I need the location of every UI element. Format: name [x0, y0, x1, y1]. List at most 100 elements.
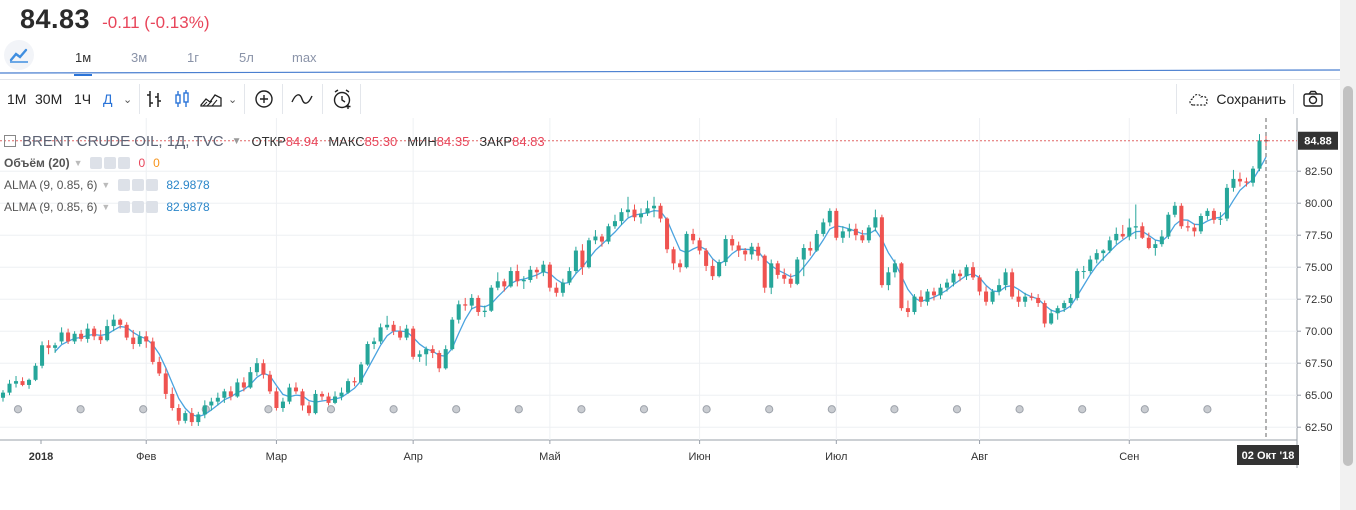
range-tab-1y[interactable]: 1г — [187, 50, 199, 65]
visibility-eye-icon[interactable] — [90, 157, 103, 169]
candle-body — [489, 287, 494, 311]
legend-close-value: 84.83 — [512, 133, 545, 149]
event-marker — [452, 405, 461, 414]
candle-body — [137, 336, 142, 344]
toolbar-divider — [139, 84, 140, 114]
candle-body — [619, 212, 624, 222]
legend-volume-value-2: 0 — [153, 156, 160, 170]
interval-30m[interactable]: 30M — [35, 91, 63, 107]
candle-body — [769, 263, 774, 288]
x-tick-label: Июн — [688, 451, 710, 463]
range-tab-1m[interactable]: 1м — [75, 50, 92, 65]
candle-body — [183, 413, 188, 421]
tradingview-logo-icon[interactable] — [4, 40, 34, 70]
legend-alma-label[interactable]: ALMA (9, 0.85, 6) — [4, 200, 98, 214]
candle-body — [235, 382, 240, 397]
settings-gear-icon[interactable] — [132, 201, 145, 213]
snapshot-camera-icon[interactable] — [1296, 80, 1330, 118]
candle-body — [72, 333, 77, 342]
interval-1m[interactable]: 1M — [7, 91, 27, 107]
candle-body — [339, 392, 344, 397]
legend-collapse-icon[interactable] — [4, 135, 16, 147]
candle-body — [417, 354, 422, 357]
scrollbar-thumb[interactable] — [1343, 86, 1353, 466]
candle-body — [632, 209, 637, 218]
range-tab-3m[interactable]: 3м — [131, 50, 148, 65]
x-tick-label: Авг — [971, 451, 988, 463]
interval-1d[interactable]: Д — [103, 91, 113, 107]
visibility-eye-icon[interactable] — [118, 179, 131, 191]
candle-body — [658, 205, 663, 219]
legend-dropdown-icon[interactable]: ▼ — [73, 158, 83, 168]
legend-dropdown-icon[interactable]: ▼ — [101, 202, 111, 212]
legend-high-label: МАКС — [328, 133, 365, 149]
candle-body — [515, 271, 520, 282]
bar-chart-type-icon[interactable] — [145, 80, 163, 118]
candle-body — [873, 217, 878, 228]
candle-body — [92, 328, 97, 337]
save-button[interactable]: Сохранить — [1187, 80, 1286, 118]
page-scrollbar[interactable] — [1340, 0, 1356, 510]
alert-clock-icon[interactable] — [331, 80, 353, 118]
x-tick-label: Фев — [136, 451, 156, 463]
candle-body — [1029, 296, 1034, 298]
candle-body — [508, 271, 513, 287]
candle-body — [144, 336, 149, 342]
legend-dropdown-icon[interactable]: ▼ — [231, 135, 242, 147]
x-tick-label: 2018 — [29, 451, 53, 463]
y-tick-label: 77.50 — [1305, 230, 1333, 242]
area-chart-type-icon[interactable] — [200, 80, 222, 118]
legend-low: МИН84.35 — [407, 134, 469, 149]
legend-close-label: ЗАКР — [479, 133, 513, 149]
chart-type-chevron-icon[interactable]: ⌄ — [228, 93, 238, 106]
legend-low-label: МИН — [407, 133, 437, 149]
event-marker — [702, 405, 711, 414]
range-tab-max[interactable]: max — [292, 50, 317, 65]
candle-body — [313, 393, 318, 414]
legend-volume-label[interactable]: Объём (20) — [4, 156, 70, 170]
candle-body — [521, 280, 526, 282]
candle-body — [280, 401, 285, 408]
candle-body — [918, 296, 923, 302]
candle-body — [1159, 236, 1164, 245]
candle-body — [997, 285, 1002, 292]
legend-alma-row-2: ALMA (9, 0.85, 6) ▼ 82.9878 — [4, 196, 545, 218]
event-marker — [514, 405, 523, 414]
y-tick-label: 80.00 — [1305, 198, 1333, 210]
candle-body — [1179, 205, 1184, 227]
visibility-eye-icon[interactable] — [118, 201, 131, 213]
candle-body — [710, 265, 715, 277]
remove-close-icon[interactable] — [146, 179, 159, 191]
interval-1h[interactable]: 1Ч — [74, 91, 92, 107]
interval-dropdown-chevron-icon[interactable]: ⌄ — [123, 93, 133, 106]
range-tab-5y[interactable]: 5л — [239, 50, 254, 65]
candle-body — [1218, 218, 1223, 220]
settings-gear-icon[interactable] — [132, 179, 145, 191]
candle-chart-type-icon[interactable] — [173, 80, 191, 118]
candle-body — [977, 277, 982, 292]
candle-body — [775, 263, 780, 275]
candle-body — [723, 239, 728, 263]
compare-add-icon[interactable] — [254, 80, 274, 118]
candle-body — [1146, 237, 1151, 248]
candle-body — [801, 248, 806, 260]
candle-body — [1231, 178, 1236, 188]
candle-body — [1049, 313, 1054, 324]
indicators-icon[interactable] — [290, 80, 314, 118]
candle-body — [326, 396, 331, 403]
legend-symbol[interactable]: BRENT CRUDE OIL, 1Д, TVC — [22, 132, 224, 150]
y-tick-label: 67.50 — [1305, 358, 1333, 370]
candle-body — [1120, 233, 1125, 237]
candle-body — [1140, 226, 1145, 238]
candle-body — [254, 363, 259, 373]
price-chart[interactable]: 62.50 65.00 67.50 70.00 72.50 75.00 77.50 80.00… — [0, 118, 1340, 468]
remove-close-icon[interactable] — [118, 157, 131, 169]
candle-body — [586, 240, 591, 268]
candle-body — [437, 352, 442, 369]
legend-dropdown-icon[interactable]: ▼ — [101, 180, 111, 190]
legend-alma-label[interactable]: ALMA (9, 0.85, 6) — [4, 178, 98, 192]
candle-body — [1016, 296, 1021, 302]
remove-close-icon[interactable] — [146, 201, 159, 213]
candle-body — [892, 263, 897, 273]
settings-gear-icon[interactable] — [104, 157, 117, 169]
